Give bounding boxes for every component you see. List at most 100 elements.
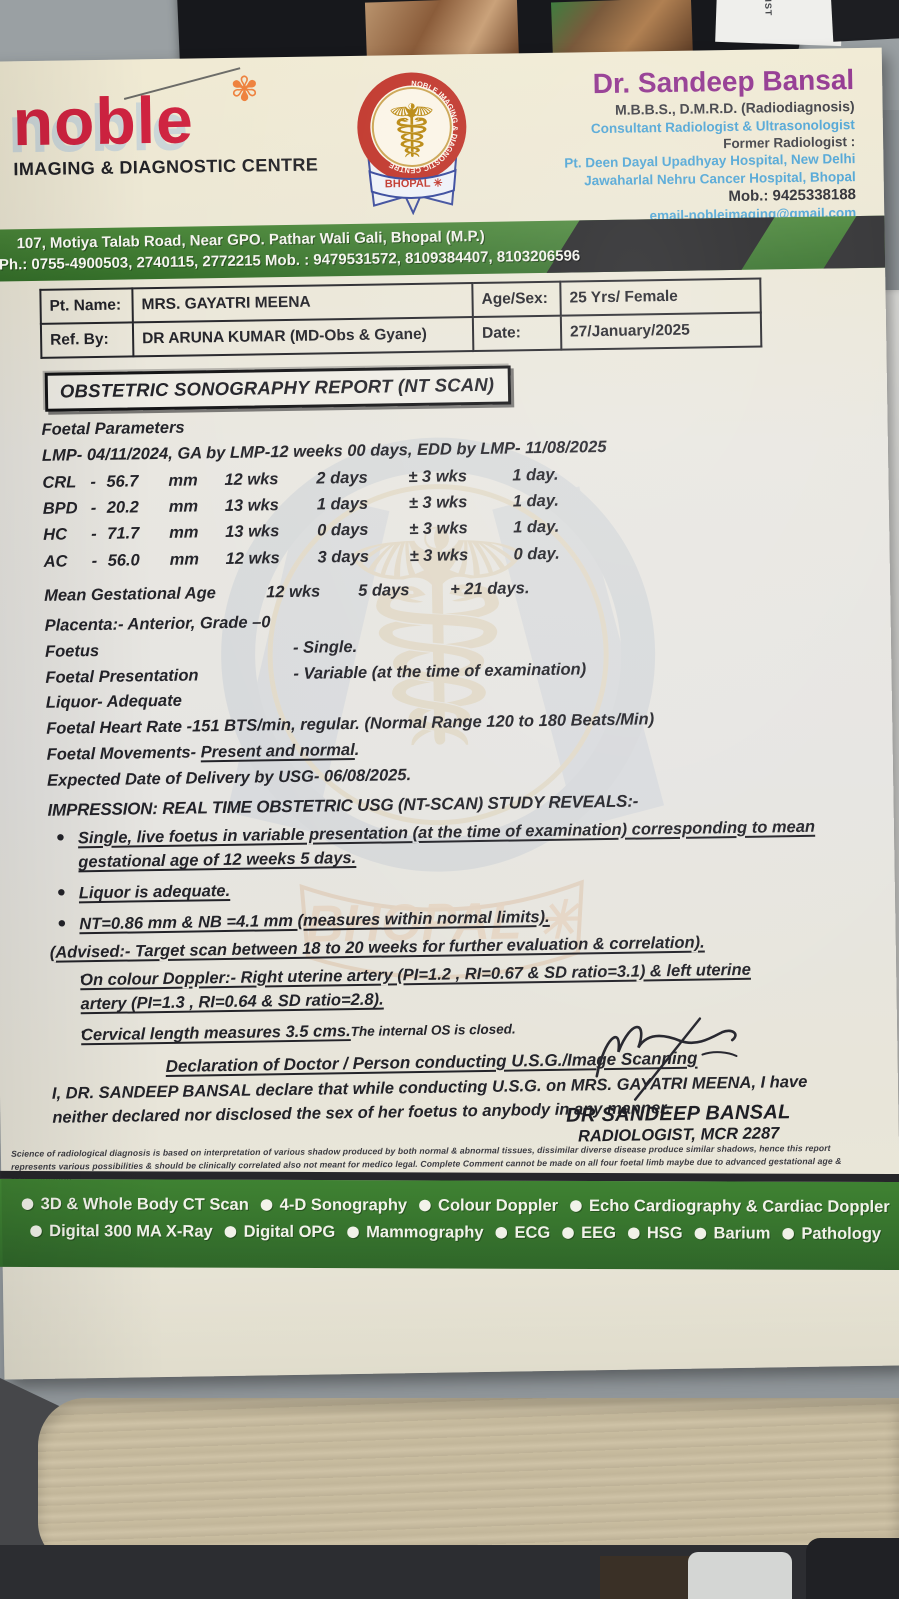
services-line-2: ⬤ Digital 300 MA X-Ray ⬤ Digital OPG ⬤ Mamm…	[0, 1218, 899, 1248]
param-tolerance-days: 1 day.	[513, 518, 560, 537]
bullet-text: Liquor is adequate.	[78, 881, 231, 903]
param-name: HC	[43, 525, 68, 545]
mean-tolerance: + 21 days.	[449, 579, 530, 599]
param-tolerance-days: 1 day.	[512, 465, 559, 484]
param-value: 56.0	[107, 551, 140, 570]
bullet-dot: ⬤	[495, 1226, 508, 1239]
service-item: Digital OPG	[243, 1222, 336, 1242]
book-corner: TIST	[715, 0, 843, 47]
param-value: 71.7	[107, 524, 140, 544]
letterhead: ✾ noble IMAGING & DIAGNOSTIC CENTRE NOBL…	[0, 48, 886, 287]
param-wks: 13 wks	[224, 496, 280, 515]
param-dash: -	[90, 498, 97, 518]
dark-notebook	[830, 0, 899, 42]
report-page: ☤ BHOPAL ✳ ✾ noble IMAGING & DIAGNOSTIC …	[0, 47, 899, 1380]
movements-value: Present and normal	[200, 740, 355, 762]
service-item: Pathology	[801, 1224, 882, 1244]
presentation-value: - Variable (at the time of examination)	[293, 660, 587, 683]
bullet-dot: ⬤	[224, 1225, 237, 1238]
param-name: AC	[43, 552, 68, 571]
foetus-label: Foetus	[44, 641, 100, 661]
param-wks: 13 wks	[225, 522, 280, 542]
address-bar-black-band	[818, 215, 886, 277]
services-line-1: ⬤ 3D & Whole Body CT Scan ⬤ 4-D Sonography…	[0, 1191, 899, 1221]
cervical-note: The internal OS is closed.	[350, 1021, 516, 1040]
foetal-parameters: CRL -56.7 mm 12 wks 2 days ± 3 wks 1 day. BPD -…	[42, 457, 844, 575]
mean-days: 5 days	[357, 581, 410, 600]
address-line-2: Ph.: 0755-4900503, 2740115, 2772215 Mob.…	[0, 247, 581, 274]
floor-object	[600, 1556, 690, 1599]
param-days: 3 days	[317, 547, 370, 567]
bullet-text: NT=0.86 mm & NB =4.1 mm (measures within…	[79, 907, 550, 934]
param-value: 20.2	[106, 498, 140, 517]
foetus-value: - Single.	[292, 637, 358, 657]
bullet-dot: ⬤	[569, 1199, 583, 1212]
param-dash: -	[91, 525, 97, 544]
bullet-dot: ●	[55, 828, 66, 846]
param-dash: -	[91, 551, 98, 570]
service-item: HSG	[646, 1224, 683, 1243]
param-wks: 12 wks	[224, 469, 279, 489]
agesex-label: Age/Sex:	[472, 281, 561, 318]
address-line-1: 107, Motiya Talab Road, Near GPO. Pathar…	[16, 227, 485, 253]
service-item: Mammography	[366, 1223, 484, 1242]
bullet-dot: ⬤	[346, 1226, 360, 1239]
doctor-details: Dr. Sandeep Bansal M.B.B.S., D.M.R.D. (R…	[434, 62, 856, 228]
bullet-dot: ⬤	[260, 1198, 273, 1211]
services-footer-band: ⬤ 3D & Whole Body CT Scan ⬤ 4-D Sonography…	[0, 1170, 899, 1271]
patient-name-value: MRS. GAYATRI MEENA	[132, 283, 473, 323]
param-name: BPD	[42, 499, 78, 518]
impression-bullet: ● Single, live foetus in variable presen…	[48, 814, 849, 876]
dark-floor-object	[806, 1538, 899, 1599]
mean-label: Mean Gestational Age	[44, 584, 217, 605]
bullet-dot: ⬤	[418, 1199, 432, 1212]
param-days: 2 days	[316, 468, 368, 488]
param-tolerance: ± 3 wks	[409, 519, 468, 539]
param-dash: -	[90, 472, 97, 491]
lotus-icon: ✾	[229, 70, 260, 109]
service-item: 3D & Whole Body CT Scan	[40, 1195, 249, 1214]
param-tolerance-days: 1 day.	[512, 491, 560, 511]
movements-label: Foetal Movements-	[46, 743, 201, 764]
refby-label: Ref. By:	[40, 322, 134, 358]
presentation-label: Foetal Presentation	[45, 666, 199, 687]
mean-gestational-age-row: Mean Gestational Age 12 wks 5 days + 21 …	[44, 572, 844, 608]
mean-wks: 12 wks	[265, 582, 321, 602]
service-item: Colour Doppler	[438, 1196, 559, 1215]
signature-block: DR SANDEEP BANSAL RADIOLOGIST, MCR 2287	[547, 1009, 809, 1147]
param-days: 0 days	[317, 521, 369, 540]
param-value: 56.7	[106, 471, 139, 491]
wooden-table-edge	[38, 1398, 899, 1566]
date-value: 27/January/2025	[560, 312, 762, 350]
bullet-dot: ●	[56, 883, 67, 901]
agesex-value: 25 Yrs/ Female	[560, 278, 761, 316]
svg-text:☤: ☤	[386, 89, 437, 176]
bullet-text: On colour Doppler:- Right uterine artery…	[80, 960, 751, 1014]
bullet-dot: ⬤	[561, 1227, 575, 1240]
param-wks: 12 wks	[225, 548, 280, 568]
service-item: Echo Cardiography & Cardiac Doppler	[588, 1196, 890, 1217]
bullet-dot: •	[80, 1025, 86, 1040]
bullet-dot: •	[80, 969, 85, 984]
param-unit: mm	[169, 523, 199, 543]
brand-logo: ✾ noble IMAGING & DIAGNOSTIC CENTRE	[12, 67, 319, 181]
bullet-dot: ⬤	[29, 1225, 43, 1238]
param-name: CRL	[42, 472, 77, 492]
param-tolerance: ± 3 wks	[408, 466, 468, 486]
patient-info-table: Pt. Name: MRS. GAYATRI MEENA Age/Sex: 25…	[39, 278, 762, 359]
report-title: OBSTETRIC SONOGRAPHY REPORT (NT SCAN)	[44, 365, 512, 412]
bullet-dot: ⬤	[694, 1227, 707, 1240]
service-item: 4-D Sonography	[279, 1195, 408, 1215]
cervical-text: Cervical length measures 3.5 cms.	[80, 1022, 351, 1045]
report-body: Pt. Name: MRS. GAYATRI MEENA Age/Sex: 25…	[39, 276, 852, 1130]
doppler-bullet: • On colour Doppler:- Right uterine arte…	[50, 956, 851, 1018]
bullet-dot: ⬤	[782, 1227, 795, 1240]
param-unit: mm	[168, 470, 198, 490]
crest-banner-text: BHOPAL ✳	[385, 178, 443, 191]
movements-period: .	[354, 740, 360, 759]
brand-tagline: IMAGING & DIAGNOSTIC CENTRE	[13, 154, 319, 180]
bullet-dot: ●	[57, 914, 67, 932]
brand-name: noble	[12, 82, 195, 160]
patient-name-label: Pt. Name:	[40, 288, 133, 324]
